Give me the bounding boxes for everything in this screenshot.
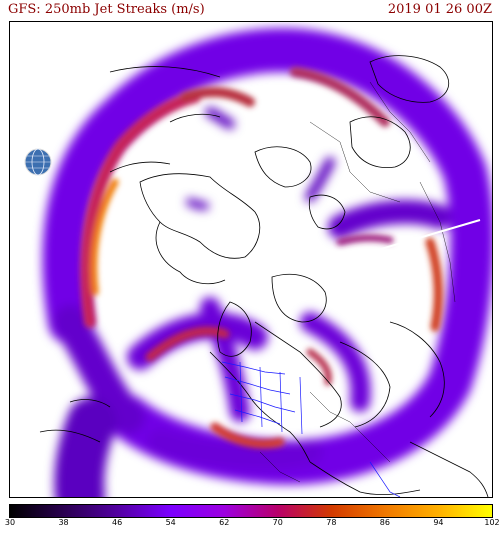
dateline-marker: [329, 219, 481, 265]
us-state-border-layer: [221, 361, 401, 497]
map-title: GFS: 250mb Jet Streaks (m/s): [8, 2, 205, 17]
jet-outer-band: [42, 28, 492, 497]
colorbar-tick: 94: [433, 518, 444, 527]
speed-colorbar: [9, 504, 493, 518]
colorbar-tick-labels: 30 38 46 54 62 70 78 86 94 102: [5, 518, 500, 532]
jet-core-band: [80, 67, 443, 449]
colorbar-tick: 62: [219, 518, 230, 527]
jet-streak-layer: [42, 28, 492, 497]
colorbar-tick: 30: [4, 518, 16, 527]
colorbar-tick: 38: [58, 518, 69, 527]
coastline-layer: [39, 55, 489, 497]
map-canvas: [39, 28, 492, 497]
map-panel: [9, 21, 493, 498]
colorbar-tick: 54: [165, 518, 176, 527]
colorbar-tick: 86: [379, 518, 390, 527]
globe-icon: [24, 148, 52, 176]
valid-time: 2019 01 26 00Z: [387, 2, 492, 17]
colorbar-tick: 70: [272, 518, 283, 527]
colorbar-tick: 78: [326, 518, 337, 527]
colorbar-tick: 46: [112, 518, 123, 527]
colorbar-tick: 102: [484, 518, 500, 527]
country-border-layer: [259, 81, 456, 483]
